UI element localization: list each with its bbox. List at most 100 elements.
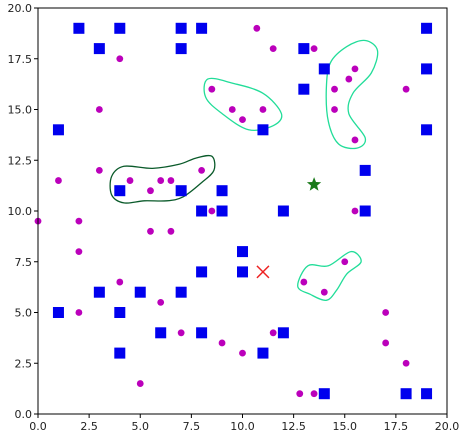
dot-point bbox=[218, 339, 226, 347]
dot-point bbox=[239, 349, 246, 357]
star-point bbox=[306, 177, 322, 191]
marker-layer bbox=[34, 22, 433, 400]
dot-point bbox=[402, 359, 410, 367]
square-point bbox=[298, 43, 310, 55]
y-tick-label: 7.5 bbox=[15, 256, 33, 269]
square-point bbox=[155, 327, 167, 339]
square-point bbox=[73, 22, 85, 34]
dot-point bbox=[331, 106, 338, 113]
square-point bbox=[93, 286, 105, 298]
dot-point bbox=[345, 75, 353, 83]
dot-point bbox=[75, 217, 83, 225]
dot-point bbox=[351, 65, 359, 73]
dot-point bbox=[208, 85, 216, 93]
square-point bbox=[114, 307, 126, 318]
square-point bbox=[196, 266, 208, 278]
square-point bbox=[400, 388, 412, 400]
square-point bbox=[93, 43, 105, 55]
dot-point bbox=[116, 55, 124, 63]
y-tick-label: 20.0 bbox=[8, 2, 33, 15]
y-tick-label: 0.0 bbox=[15, 408, 33, 421]
dot-point bbox=[341, 258, 349, 266]
square-point bbox=[175, 185, 187, 197]
square-point bbox=[237, 246, 248, 258]
dot-point bbox=[116, 278, 124, 286]
dot-point bbox=[351, 136, 359, 144]
x-axis: 0.0 2.5 5.0 7.5 10.0 12.5 15.0 17.5 20.0 bbox=[29, 414, 459, 432]
dot-point bbox=[351, 207, 359, 215]
square-point bbox=[359, 205, 371, 217]
square-point bbox=[114, 347, 126, 359]
dot-point bbox=[75, 309, 83, 316]
dot-point bbox=[157, 298, 165, 306]
square-point bbox=[52, 124, 64, 136]
square-point bbox=[421, 124, 433, 136]
x-tick-label: 15.0 bbox=[333, 420, 358, 432]
dot-point bbox=[147, 227, 154, 235]
x-tick-label: 17.5 bbox=[384, 420, 409, 432]
contour-dark bbox=[109, 154, 216, 204]
y-tick-label: 15.0 bbox=[8, 104, 33, 117]
square-point bbox=[257, 347, 269, 359]
dot-point bbox=[198, 167, 206, 174]
square-point bbox=[298, 83, 310, 95]
x-tick-label: 2.5 bbox=[80, 420, 98, 432]
y-tick-label: 12.5 bbox=[8, 154, 33, 167]
square-point bbox=[196, 327, 208, 339]
dot-point bbox=[310, 45, 318, 52]
dot-point bbox=[228, 106, 236, 113]
dot-point bbox=[296, 390, 304, 398]
square-point bbox=[277, 327, 289, 339]
x-tick-label: 12.5 bbox=[281, 420, 306, 432]
dot-point bbox=[126, 177, 134, 184]
square-point bbox=[175, 43, 187, 55]
y-tick-label: 5.0 bbox=[15, 307, 33, 320]
square-point bbox=[196, 22, 208, 34]
contour-light bbox=[297, 250, 362, 301]
square-point bbox=[277, 205, 289, 217]
dot-point bbox=[259, 106, 267, 113]
dot-point bbox=[402, 85, 410, 93]
contour-layer bbox=[109, 39, 379, 301]
dot-point bbox=[269, 45, 277, 52]
square-point bbox=[421, 63, 433, 75]
dot-point bbox=[136, 380, 144, 387]
square-point bbox=[318, 63, 330, 75]
square-point bbox=[114, 185, 126, 197]
square-point bbox=[114, 22, 126, 34]
square-point bbox=[421, 388, 433, 400]
dot-point bbox=[157, 177, 165, 184]
cross-point bbox=[256, 265, 270, 279]
contour-light bbox=[203, 77, 283, 132]
dot-point bbox=[147, 187, 154, 195]
dot-point bbox=[310, 390, 318, 398]
y-tick-label: 2.5 bbox=[15, 357, 33, 370]
dot-point bbox=[208, 207, 216, 215]
square-point bbox=[175, 22, 187, 34]
square-point bbox=[216, 185, 228, 197]
x-tick-label: 20.0 bbox=[435, 420, 460, 432]
y-tick-label: 17.5 bbox=[8, 53, 33, 66]
dot-point bbox=[177, 329, 185, 337]
dot-point bbox=[55, 177, 62, 184]
y-tick-label: 10.0 bbox=[8, 205, 33, 218]
square-point bbox=[134, 286, 146, 298]
dot-point bbox=[95, 167, 103, 174]
dot-point bbox=[167, 227, 175, 235]
dot-point bbox=[239, 116, 246, 124]
dot-point bbox=[75, 248, 83, 256]
square-point bbox=[52, 307, 64, 318]
dot-point bbox=[320, 288, 328, 296]
dot-point bbox=[269, 329, 277, 337]
dot-point bbox=[95, 106, 103, 113]
contour-light bbox=[325, 39, 379, 150]
square-point bbox=[196, 205, 208, 217]
square-point bbox=[257, 124, 269, 136]
square-point bbox=[216, 205, 228, 217]
square-point bbox=[318, 388, 330, 400]
square-point bbox=[237, 266, 248, 278]
square-point bbox=[175, 286, 187, 298]
dot-point bbox=[331, 85, 338, 93]
x-tick-label: 0.0 bbox=[29, 420, 47, 432]
